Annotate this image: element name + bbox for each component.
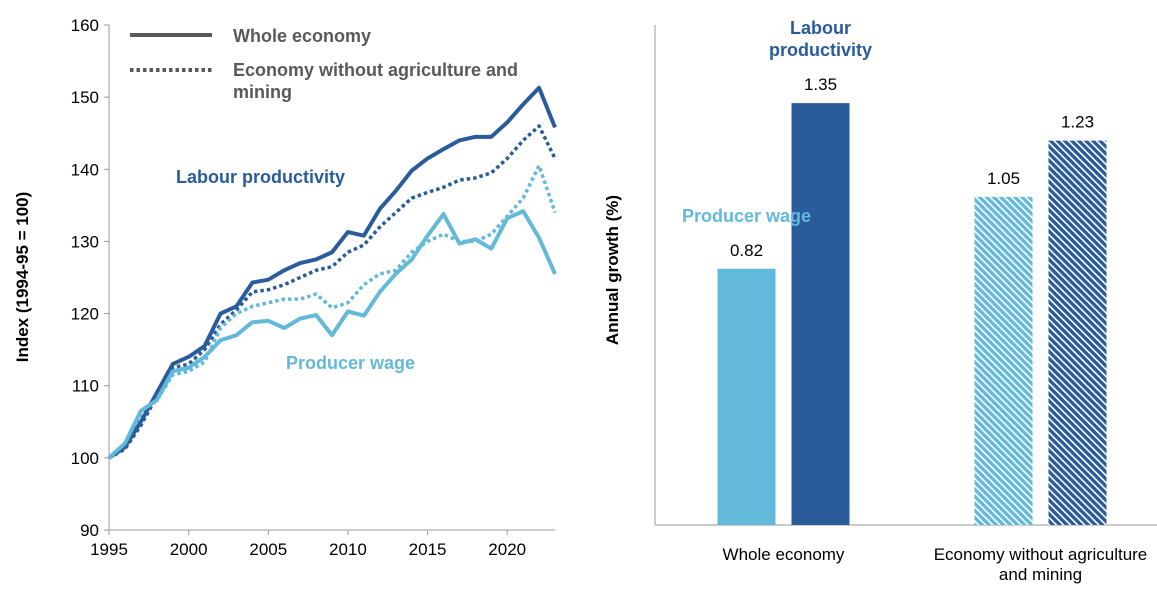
y-tick-label: 150 bbox=[71, 88, 99, 107]
x-tick-label: 2020 bbox=[488, 540, 526, 559]
x-tick-label: 2010 bbox=[329, 540, 367, 559]
y-tick-label: 90 bbox=[80, 521, 99, 540]
data-label: 0.82 bbox=[730, 241, 763, 260]
series-line bbox=[107, 209, 557, 460]
series-name: Labour productivity bbox=[768, 18, 872, 61]
y-tick-label: 160 bbox=[71, 16, 99, 35]
x-tick-label: 1995 bbox=[90, 540, 128, 559]
series-line bbox=[107, 163, 557, 460]
y-tick-label: 130 bbox=[71, 232, 99, 251]
x-tick-label: Economy without agriculture and mining bbox=[933, 545, 1148, 584]
series-name: Producer wage bbox=[681, 205, 812, 226]
x-tick-label: 2005 bbox=[249, 540, 287, 559]
y-tick-label: 140 bbox=[71, 160, 99, 179]
bar bbox=[974, 196, 1033, 525]
y-axis-label: Annual growth (%) bbox=[603, 195, 622, 345]
x-tick-label: 2000 bbox=[170, 540, 208, 559]
bar bbox=[1048, 140, 1107, 525]
series-line bbox=[107, 85, 557, 460]
data-label: 1.05 bbox=[987, 169, 1020, 188]
bar bbox=[717, 268, 776, 525]
y-tick-label: 110 bbox=[72, 377, 99, 396]
x-tick-label: Whole economy bbox=[722, 545, 845, 564]
legend-label: Economy without agriculture and mining bbox=[233, 60, 519, 102]
y-axis-label: Index (1994-95 = 100) bbox=[13, 192, 32, 363]
y-tick-label: 100 bbox=[71, 449, 99, 468]
data-label: 1.23 bbox=[1061, 113, 1094, 132]
data-label: 1.35 bbox=[804, 75, 837, 94]
series-line bbox=[108, 124, 557, 460]
legend-label: Whole economy bbox=[233, 26, 372, 46]
x-tick-label: 2015 bbox=[409, 540, 447, 559]
annotation: Producer wage bbox=[286, 353, 416, 373]
annotation: Labour productivity bbox=[176, 167, 346, 187]
bar bbox=[791, 103, 850, 525]
y-tick-label: 120 bbox=[71, 305, 99, 324]
